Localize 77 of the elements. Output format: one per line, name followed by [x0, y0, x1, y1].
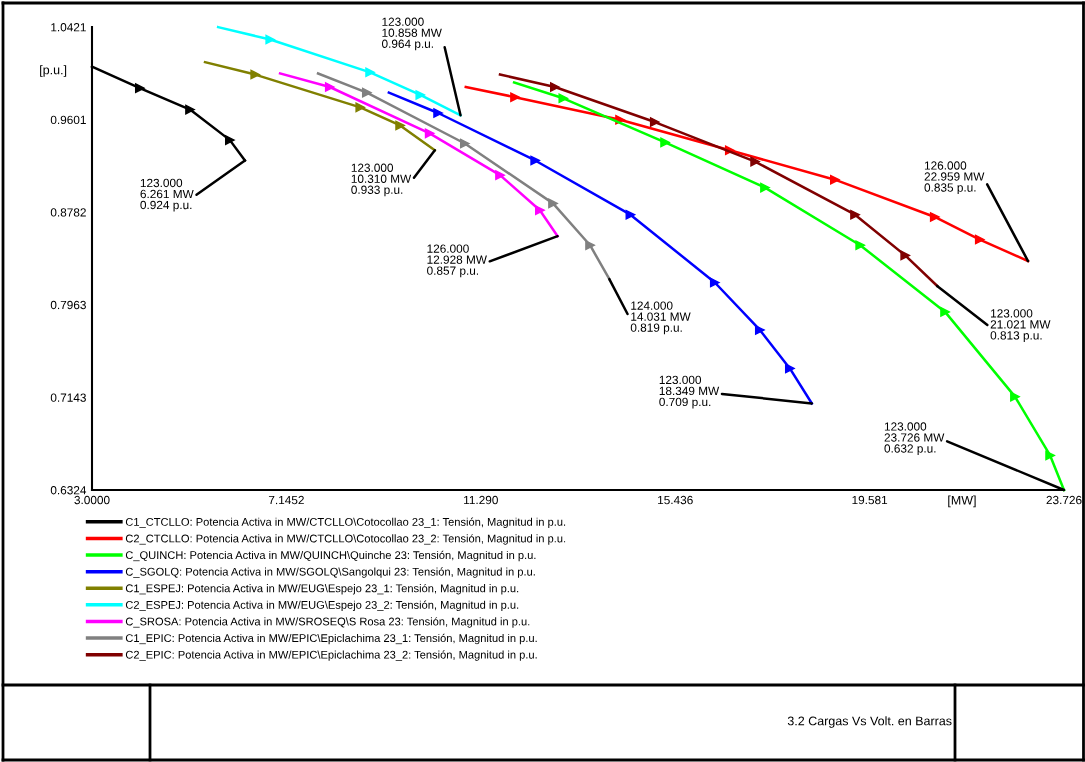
point: [784, 363, 795, 374]
point: [424, 128, 435, 139]
y-tick-label: 0.7143: [50, 393, 86, 402]
point: [459, 138, 470, 149]
point: [754, 325, 765, 335]
y-tick-label: 1.0421: [51, 23, 86, 32]
point: [510, 92, 520, 103]
legend-label: C_QUINCH: Potencia Activa in MW/QUINCH\Quinche 23: Tensión, Magnitud in p.u.: [125, 550, 536, 562]
point: [365, 67, 375, 78]
point: [625, 209, 636, 220]
y-tick-label: 0.7963: [50, 300, 86, 310]
point: [649, 117, 660, 127]
point: [548, 198, 558, 209]
x-tick-label: 23.726: [1046, 495, 1082, 505]
point: [134, 83, 145, 93]
point: [495, 170, 505, 181]
point: [415, 90, 426, 100]
point: [395, 120, 405, 131]
point: [660, 137, 670, 148]
x-axis-title: [MW]: [948, 495, 976, 508]
x-tick-label: 15.436: [658, 495, 693, 505]
point: [829, 174, 840, 185]
point: [265, 34, 276, 45]
text: 3.2 Cargas Vs Volt. en Barras: [787, 716, 952, 728]
point: [900, 250, 911, 261]
line-series: [278, 72, 559, 238]
point: [974, 234, 985, 245]
annotation: 123.000 10.310 MW 0.933 p.u.: [351, 163, 412, 197]
legend-label: C2_ESPEJ: Potencia Activa in MW/EUG\Espejo 23_2: Tensión, Magnitud in p.u.: [125, 600, 519, 612]
annotation: 123.000 18.349 MW 0.709 p.u.: [659, 375, 720, 409]
legend-label: C1_ESPEJ: Potencia Activa in MW/EUG\Espejo 23_1: Tensión, Magnitud in p.u.: [125, 583, 519, 595]
point: [535, 205, 545, 216]
y-tick-label: 0.8782: [50, 208, 86, 217]
point: [750, 156, 760, 167]
point: [709, 277, 720, 288]
annotation: 126.000 12.928 MW 0.857 p.u.: [427, 244, 487, 278]
point: [530, 155, 541, 166]
line-series: [512, 81, 1066, 492]
legend-label: C2_CTCLLO: Potencia Activa in MW/CTCLLO\Cotocollao 23_2: Tensión, Magnitud in p.u.: [125, 534, 566, 545]
y-tick-label: 0.9601: [50, 115, 86, 125]
point: [850, 209, 860, 220]
point: [855, 240, 866, 251]
point: [550, 82, 560, 92]
line-series: [216, 25, 462, 117]
annotation: 124.000 14.031 MW 0.819 p.u.: [630, 301, 691, 335]
line-series: [203, 60, 437, 152]
point: [361, 87, 372, 98]
x-tick-label: 19.581: [852, 495, 888, 505]
legend-label: C2_EPIC: Potencia Activa in MW/EPIC\Epiclachima 23_2: Tensión, Magnitud in p.u.: [125, 650, 537, 661]
point: [585, 240, 595, 251]
y-tick-label: 0.6324: [50, 486, 87, 495]
legend-label: C1_CTCLLO: Potencia Activa in MW/CTCLLO\Cotocollao 23_1: Tensión, Magnitud in p.u.: [125, 517, 566, 529]
legend-label: C1_EPIC: Potencia Activa in MW/EPIC\Epiclachima 23_1: Tensión, Magnitud in p.u.: [125, 633, 537, 645]
annotation: 123.000 10.858 MW 0.964 p.u.: [381, 17, 442, 51]
point: [433, 108, 443, 118]
x-tick-label: 11.290: [464, 495, 498, 505]
point: [185, 104, 195, 115]
point: [324, 82, 335, 92]
point: [929, 212, 940, 222]
point: [558, 93, 569, 104]
y-axis-title: [p.u.]: [40, 65, 67, 77]
annotation: 123.000 23.726 MW 0.632 p.u.: [884, 422, 945, 456]
legend-label: C_SROSA: Potencia Activa in MW/SROSEQ\S Rosa 23: Tensión, Magnitud in p.u.: [125, 617, 530, 628]
x-tick-label: 3.0000: [74, 495, 110, 505]
line-series: [316, 72, 611, 281]
annotation: 123.000 21.021 MW 0.813 p.u.: [990, 309, 1051, 342]
point: [1010, 391, 1020, 402]
point: [225, 135, 235, 145]
point: [250, 69, 261, 80]
annotation: 126.000 22.959 MW 0.835 p.u.: [924, 161, 985, 195]
legend-label: C_SGOLQ: Potencia Activa in MW/SGOLQ\Sangolqui 23: Tensión, Magnitud in p.u.: [125, 567, 535, 578]
annotation: 123.000 6.261 MW 0.924 p.u.: [140, 178, 194, 212]
point: [355, 102, 366, 113]
x-tick-label: 7.1452: [268, 495, 304, 505]
point: [940, 307, 950, 317]
point: [1045, 450, 1055, 461]
point: [760, 182, 770, 193]
